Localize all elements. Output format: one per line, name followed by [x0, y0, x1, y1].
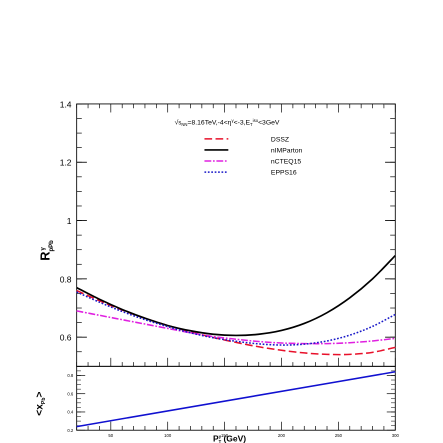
top-ytick-label: 1	[67, 216, 72, 226]
bottom-ytick-label: 0.2	[67, 428, 74, 433]
legend-label-epps16: EPPS16	[271, 170, 297, 177]
top-series-group	[76, 254, 396, 356]
bottom-ylabel: <xPb>	[35, 392, 48, 416]
bottom-xtick-label: 150	[221, 433, 229, 438]
series-line-epps16	[76, 291, 396, 346]
bottom-ytick-label: 0.6	[67, 391, 74, 396]
bottom-xtick-label: 100	[164, 433, 172, 438]
legend-label-ncteq15: nCTEQ15	[271, 159, 301, 166]
bottom-xtick-label: 300	[392, 433, 400, 438]
bottom-xtick-label: 250	[335, 433, 343, 438]
bottom-xtick-label: 50	[108, 433, 113, 438]
bottom-series-group	[76, 371, 396, 428]
top-panel-frame	[76, 103, 396, 367]
bottom-xlabel: PTγ (GeV)	[213, 433, 246, 443]
bottom-xtick-label: 200	[278, 433, 286, 438]
top-ytick-label: 0.8	[60, 274, 72, 284]
top-ytick-label: 1.4	[60, 99, 72, 109]
top-ytick-label: 1.2	[60, 158, 72, 168]
series-line-ncteq15	[76, 310, 396, 345]
legend-label-dssz: DSSZ	[271, 136, 289, 143]
legend: DSSZ nIMParton nCTEQ15 EPPS16	[204, 136, 303, 177]
bottom-series-line	[76, 371, 396, 428]
bottom-ytick-label: 0.8	[67, 373, 74, 378]
top-ytick-label: 0.6	[60, 333, 72, 343]
top-ylabel: RpPbγ	[37, 240, 54, 261]
legend-label-nimparton: nIMParton	[271, 147, 303, 154]
chart-header: √sNN=8.16TeV,-4<ηγ<-3,ETiso<3GeV	[175, 118, 280, 127]
bottom-ytick-label: 0.4	[67, 410, 74, 415]
bottom-panel-frame	[76, 365, 396, 431]
bottom-axis-ticks: 0.2 0.4 0.6 0.8 50 100 150 200 250 300	[67, 366, 399, 438]
series-line-nimparton	[76, 254, 396, 337]
